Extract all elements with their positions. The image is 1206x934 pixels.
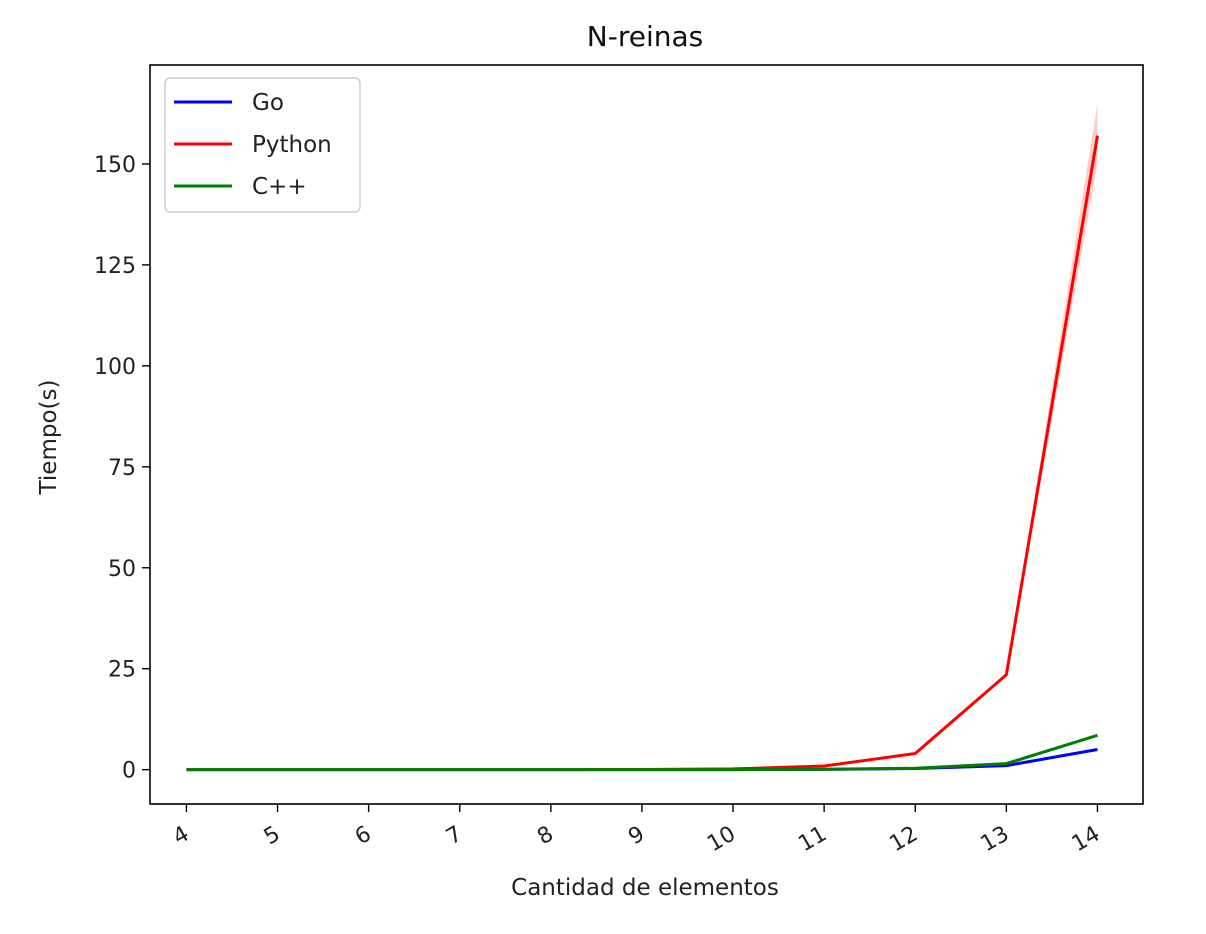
y-axis-ticks: 0 25 50 75 100 125 150 <box>94 153 150 784</box>
y-axis-title: Tiempo(s) <box>36 380 62 496</box>
x-axis-title: Cantidad de elementos <box>511 875 779 901</box>
y-tick-label: 100 <box>94 355 136 380</box>
legend-label: C++ <box>252 174 307 200</box>
y-tick-label: 125 <box>94 254 136 279</box>
series-lines <box>186 135 1099 772</box>
legend-box <box>164 77 361 213</box>
legend: Go Python C++ <box>164 77 361 213</box>
legend-label: Go <box>252 90 284 116</box>
y-tick-label: 25 <box>108 658 136 683</box>
y-tick-label: 50 <box>108 557 136 582</box>
y-tick-label: 75 <box>108 456 136 481</box>
legend-label: Python <box>252 132 332 158</box>
plot-frame <box>149 64 1144 805</box>
series-line-2 <box>186 733 1098 772</box>
y-tick-label: 150 <box>94 153 136 178</box>
chart-title: N-reinas <box>587 20 703 53</box>
y-tick-label: 0 <box>122 759 136 784</box>
